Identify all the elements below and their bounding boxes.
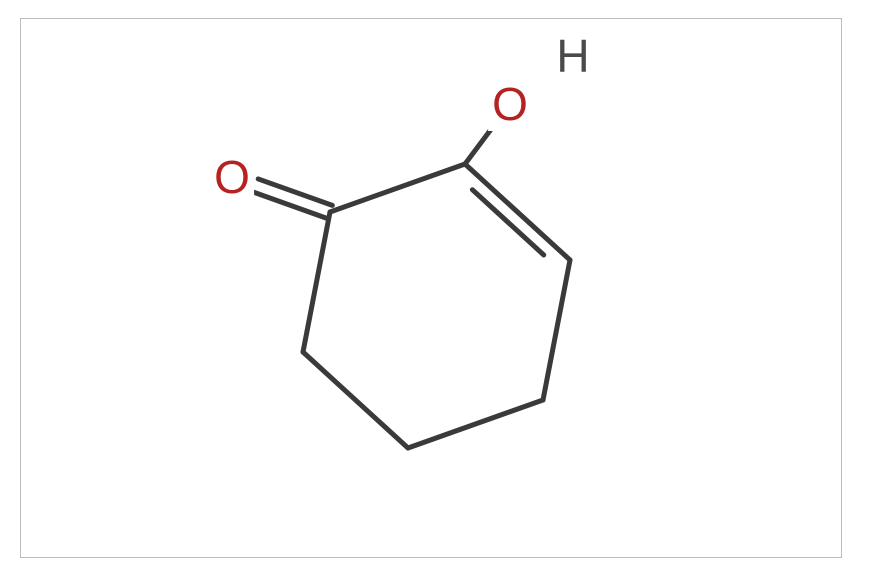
molecule-svg	[0, 0, 870, 580]
atom-label-O_oxo: O	[210, 150, 254, 204]
atom-label-H_hydroxy: H	[552, 29, 593, 83]
atom-label-O_hydroxy: O	[488, 77, 532, 131]
canvas: OOH	[0, 0, 870, 580]
